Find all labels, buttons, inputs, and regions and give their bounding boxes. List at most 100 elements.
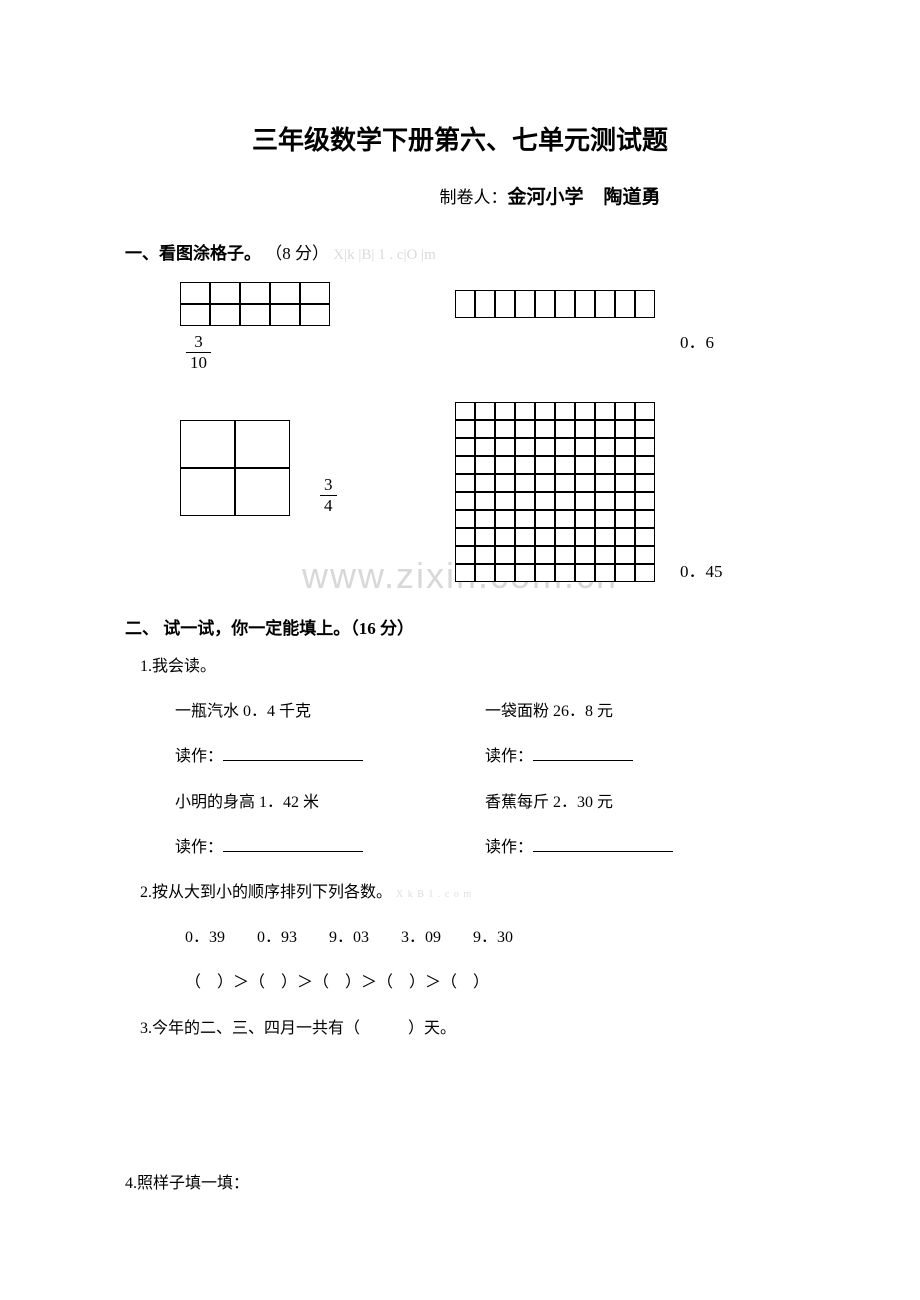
grid-cell bbox=[535, 402, 555, 420]
grid-cell bbox=[635, 420, 655, 438]
read-label: 读作： bbox=[175, 748, 223, 765]
grid-block-4: 0．45 bbox=[455, 402, 723, 582]
grid-cell bbox=[635, 456, 655, 474]
grid-cell bbox=[595, 546, 615, 564]
grid-2 bbox=[455, 290, 655, 318]
grid-cell bbox=[575, 492, 595, 510]
grid-cell bbox=[555, 546, 575, 564]
grid-cell bbox=[475, 492, 495, 510]
read-label: 读作： bbox=[175, 839, 223, 856]
q2-label: 2.按从大到小的顺序排列下列各数。 X k B 1 . c o m bbox=[140, 875, 795, 910]
read-label: 读作： bbox=[485, 748, 533, 765]
grid-cell bbox=[515, 546, 535, 564]
grid-cell bbox=[495, 402, 515, 420]
blank-line[interactable] bbox=[223, 836, 363, 852]
grid-cell bbox=[180, 468, 235, 516]
q1-row1: 一瓶汽水 0．4 千克 一袋面粉 26．8 元 bbox=[175, 694, 795, 729]
grid-cell bbox=[475, 456, 495, 474]
blank-line[interactable] bbox=[223, 745, 363, 761]
grid-cell bbox=[475, 290, 495, 318]
q1-row4: 读作： 读作： bbox=[175, 830, 795, 865]
grid-cell bbox=[240, 304, 270, 326]
grid-cell bbox=[495, 456, 515, 474]
q2-compare: （ ）＞（ ）＞（ ）＞（ ）＞（ ） bbox=[185, 965, 795, 1000]
grid-cell bbox=[555, 456, 575, 474]
grid-cell bbox=[515, 474, 535, 492]
grid-cell bbox=[575, 290, 595, 318]
grid-cell bbox=[475, 420, 495, 438]
grid-cell bbox=[575, 474, 595, 492]
grid-cell bbox=[555, 438, 575, 456]
grid-cell bbox=[515, 438, 535, 456]
grid-cell bbox=[535, 528, 555, 546]
grid-cell bbox=[535, 564, 555, 582]
grid-3 bbox=[180, 420, 290, 516]
grid-cell bbox=[535, 290, 555, 318]
grid-cell bbox=[455, 492, 475, 510]
grid-cell bbox=[455, 510, 475, 528]
grid-cell bbox=[555, 564, 575, 582]
q1-label: 1.我会读。 bbox=[140, 649, 795, 684]
q2-text: 2.按从大到小的顺序排列下列各数。 bbox=[140, 884, 392, 901]
q2-watermark: X k B 1 . c o m bbox=[396, 889, 472, 900]
grid-cell bbox=[535, 546, 555, 564]
grid-cell bbox=[635, 546, 655, 564]
grid-cell bbox=[635, 510, 655, 528]
q2-numbers: 0．39 0．93 9．03 3．09 9．30 bbox=[185, 920, 795, 955]
grid-cell bbox=[615, 456, 635, 474]
grid-cell bbox=[515, 564, 535, 582]
grid-cell bbox=[515, 402, 535, 420]
grid-cell bbox=[575, 438, 595, 456]
q1-row2: 读作： 读作： bbox=[175, 739, 795, 774]
grid-block-3: 3 4 bbox=[180, 420, 337, 516]
grid-block-1: 3 10 bbox=[180, 282, 330, 373]
grid-cell bbox=[595, 402, 615, 420]
grid-cell bbox=[575, 420, 595, 438]
grid-cell bbox=[615, 290, 635, 318]
grid-cell bbox=[495, 438, 515, 456]
grid-cell bbox=[555, 290, 575, 318]
grid-cell bbox=[455, 546, 475, 564]
blank-line[interactable] bbox=[533, 745, 633, 761]
grid-cell bbox=[495, 474, 515, 492]
grid-cell bbox=[595, 492, 615, 510]
grid-cell bbox=[495, 290, 515, 318]
decimal-label-4: 0．45 bbox=[680, 557, 723, 582]
q1-left-1: 一瓶汽水 0．4 千克 bbox=[175, 694, 485, 729]
grid-cell bbox=[595, 474, 615, 492]
grid-cell bbox=[455, 438, 475, 456]
subtitle: 制卷人：金河小学陶道勇 bbox=[125, 182, 795, 209]
grid-cell bbox=[575, 564, 595, 582]
grid-cell bbox=[475, 564, 495, 582]
fraction-den: 4 bbox=[320, 496, 337, 516]
grid-cell bbox=[575, 456, 595, 474]
grid-cell bbox=[210, 304, 240, 326]
grid-cell bbox=[555, 474, 575, 492]
grid-cell bbox=[455, 420, 475, 438]
grid-cell bbox=[635, 528, 655, 546]
grid-cell bbox=[455, 290, 475, 318]
fraction-num: 3 bbox=[186, 332, 211, 353]
grid-cell bbox=[235, 420, 290, 468]
grid-cell bbox=[515, 290, 535, 318]
q1-right-1: 一袋面粉 26．8 元 bbox=[485, 694, 795, 729]
q1-row3: 小明的身高 1．42 米 香蕉每斤 2．30 元 bbox=[175, 785, 795, 820]
grid-cell bbox=[515, 456, 535, 474]
fraction-num: 3 bbox=[320, 475, 337, 496]
grid-cell bbox=[595, 564, 615, 582]
grid-section: 3 10 0．6 3 4 0．45 bbox=[125, 272, 795, 602]
grid-cell bbox=[455, 528, 475, 546]
blank-line[interactable] bbox=[533, 836, 673, 852]
grid-cell bbox=[615, 492, 635, 510]
grid-cell bbox=[635, 402, 655, 420]
grid-1 bbox=[180, 282, 330, 326]
grid-cell bbox=[535, 474, 555, 492]
grid-cell bbox=[495, 528, 515, 546]
grid-cell bbox=[595, 528, 615, 546]
grid-cell bbox=[615, 402, 635, 420]
grid-cell bbox=[495, 546, 515, 564]
author-name: 陶道勇 bbox=[604, 187, 661, 208]
grid-cell bbox=[615, 564, 635, 582]
grid-cell bbox=[595, 510, 615, 528]
grid-cell bbox=[455, 474, 475, 492]
